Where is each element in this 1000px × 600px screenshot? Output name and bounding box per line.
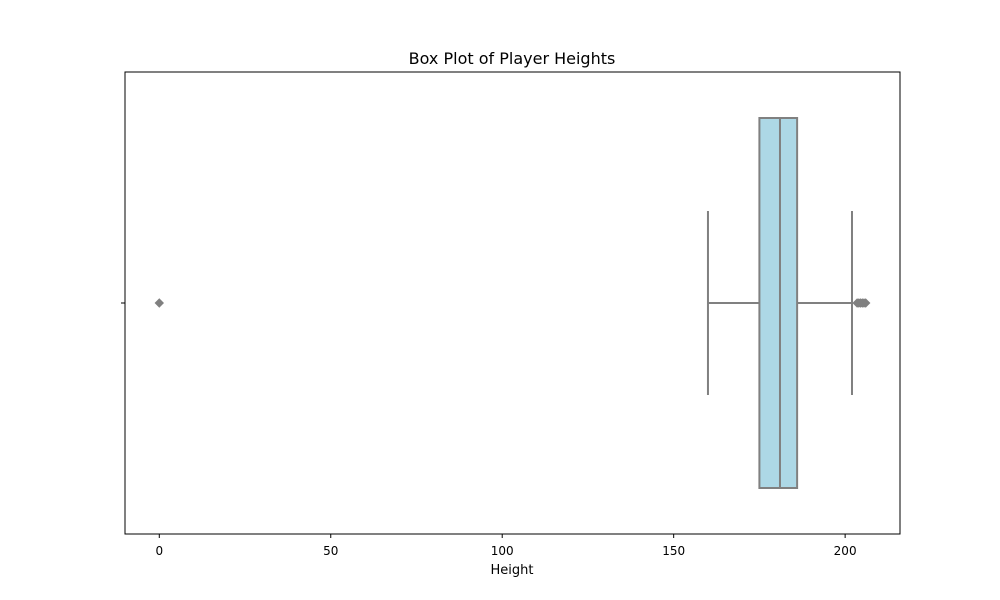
outlier-point	[154, 298, 164, 308]
x-tick-label: 150	[662, 544, 685, 558]
x-axis-label: Height	[491, 563, 534, 578]
x-tick-label: 50	[323, 544, 338, 558]
x-tick-label: 200	[834, 544, 857, 558]
x-axis-ticks: 0 50 100 150 200	[155, 534, 857, 558]
x-tick-label: 0	[155, 544, 163, 558]
interquartile-box	[758, 117, 799, 489]
outlier-point	[861, 298, 871, 308]
plot-area	[154, 117, 871, 489]
x-tick-label: 100	[491, 544, 514, 558]
chart-title: Box Plot of Player Heights	[409, 49, 616, 68]
